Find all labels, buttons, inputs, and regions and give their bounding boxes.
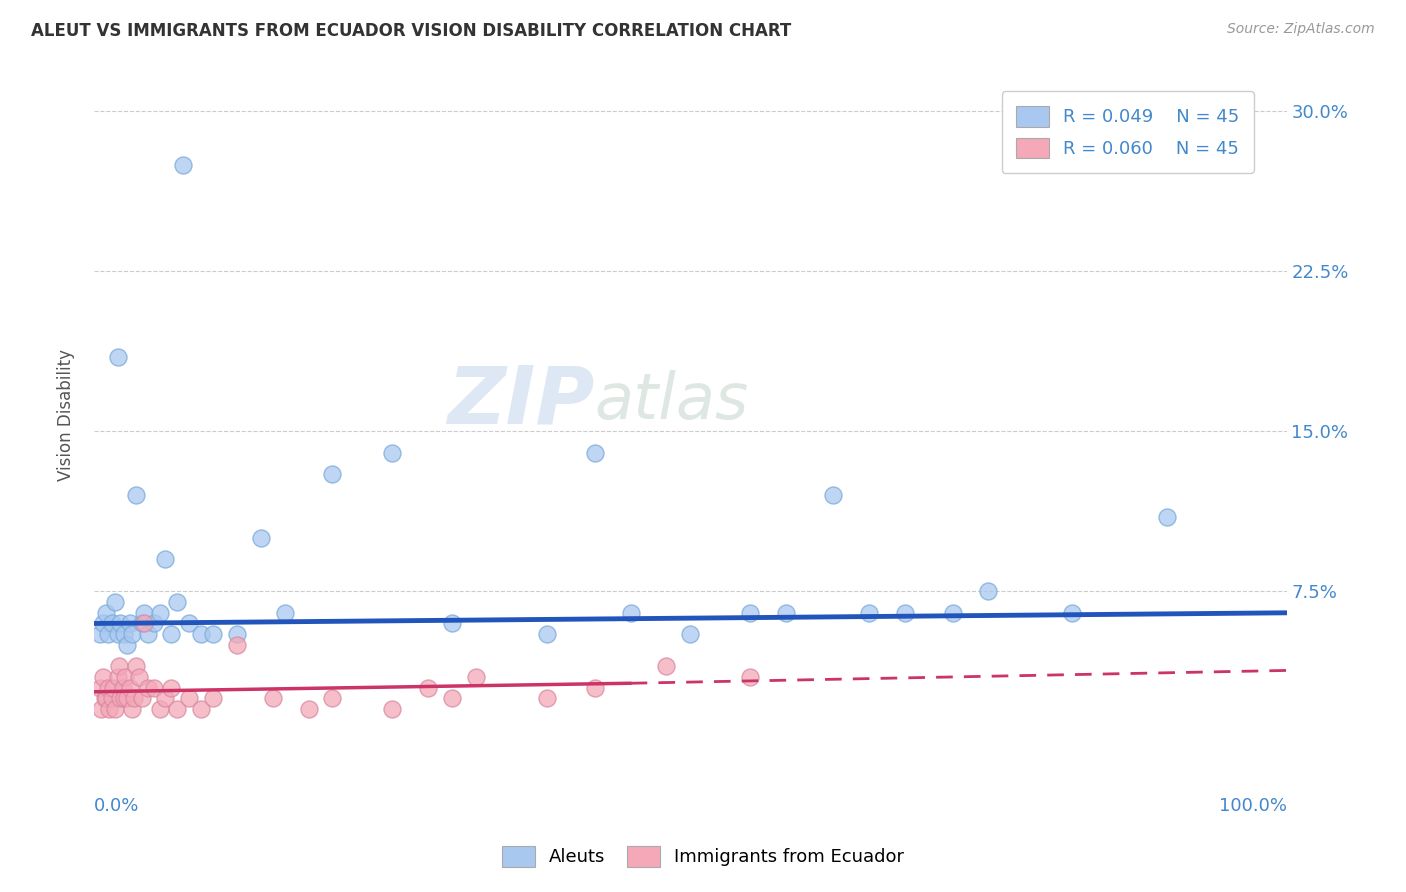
- Point: [977, 584, 1000, 599]
- Point: [131, 616, 153, 631]
- Point: [738, 606, 761, 620]
- Point: [101, 691, 124, 706]
- Point: [108, 659, 131, 673]
- Y-axis label: Vision Disability: Vision Disability: [58, 350, 75, 482]
- Point: [321, 691, 343, 706]
- Point: [107, 670, 129, 684]
- Point: [93, 616, 115, 631]
- Point: [104, 595, 127, 609]
- Point: [112, 627, 135, 641]
- Point: [381, 702, 404, 716]
- Point: [148, 606, 170, 620]
- Point: [101, 616, 124, 631]
- Point: [93, 670, 115, 684]
- Point: [111, 681, 134, 695]
- Point: [321, 467, 343, 481]
- Point: [107, 627, 129, 641]
- Point: [775, 606, 797, 620]
- Point: [942, 606, 965, 620]
- Point: [202, 627, 225, 641]
- Point: [262, 691, 284, 706]
- Point: [190, 702, 212, 716]
- Legend: R = 0.049    N = 45, R = 0.060    N = 45: R = 0.049 N = 45, R = 0.060 N = 45: [1001, 91, 1254, 173]
- Point: [98, 702, 121, 716]
- Point: [148, 702, 170, 716]
- Point: [226, 638, 249, 652]
- Point: [738, 670, 761, 684]
- Point: [536, 627, 558, 641]
- Point: [117, 691, 139, 706]
- Point: [1060, 606, 1083, 620]
- Point: [121, 702, 143, 716]
- Point: [93, 691, 115, 706]
- Point: [118, 681, 141, 695]
- Legend: Aleuts, Immigrants from Ecuador: Aleuts, Immigrants from Ecuador: [495, 838, 911, 874]
- Point: [112, 691, 135, 706]
- Point: [250, 531, 273, 545]
- Point: [190, 627, 212, 641]
- Point: [94, 691, 117, 706]
- Point: [97, 681, 120, 695]
- Point: [128, 670, 150, 684]
- Point: [124, 691, 146, 706]
- Point: [894, 606, 917, 620]
- Point: [1156, 509, 1178, 524]
- Point: [90, 702, 112, 716]
- Point: [620, 606, 643, 620]
- Point: [97, 627, 120, 641]
- Point: [274, 606, 297, 620]
- Point: [160, 627, 183, 641]
- Point: [823, 488, 845, 502]
- Text: atlas: atlas: [595, 370, 749, 433]
- Point: [440, 691, 463, 706]
- Point: [107, 350, 129, 364]
- Point: [118, 616, 141, 631]
- Text: ZIP: ZIP: [447, 362, 595, 441]
- Point: [179, 691, 201, 706]
- Point: [464, 670, 486, 684]
- Text: ALEUT VS IMMIGRANTS FROM ECUADOR VISION DISABILITY CORRELATION CHART: ALEUT VS IMMIGRANTS FROM ECUADOR VISION …: [31, 22, 792, 40]
- Point: [172, 157, 194, 171]
- Point: [124, 659, 146, 673]
- Point: [226, 627, 249, 641]
- Point: [583, 446, 606, 460]
- Point: [136, 627, 159, 641]
- Point: [297, 702, 319, 716]
- Point: [155, 552, 177, 566]
- Point: [202, 691, 225, 706]
- Point: [121, 627, 143, 641]
- Point: [536, 691, 558, 706]
- Point: [155, 691, 177, 706]
- Point: [142, 681, 165, 695]
- Point: [416, 681, 439, 695]
- Point: [108, 691, 131, 706]
- Point: [679, 627, 702, 641]
- Text: Source: ZipAtlas.com: Source: ZipAtlas.com: [1227, 22, 1375, 37]
- Point: [440, 616, 463, 631]
- Point: [381, 446, 404, 460]
- Point: [89, 681, 111, 695]
- Point: [132, 616, 155, 631]
- Point: [142, 616, 165, 631]
- Point: [89, 627, 111, 641]
- Point: [101, 681, 124, 695]
- Point: [108, 616, 131, 631]
- Point: [160, 681, 183, 695]
- Point: [117, 638, 139, 652]
- Point: [166, 702, 188, 716]
- Point: [114, 670, 136, 684]
- Point: [583, 681, 606, 695]
- Point: [94, 606, 117, 620]
- Point: [131, 691, 153, 706]
- Text: 0.0%: 0.0%: [94, 797, 139, 815]
- Point: [136, 681, 159, 695]
- Point: [124, 488, 146, 502]
- Point: [132, 606, 155, 620]
- Point: [104, 702, 127, 716]
- Point: [179, 616, 201, 631]
- Point: [655, 659, 678, 673]
- Point: [858, 606, 880, 620]
- Text: 100.0%: 100.0%: [1219, 797, 1286, 815]
- Point: [166, 595, 188, 609]
